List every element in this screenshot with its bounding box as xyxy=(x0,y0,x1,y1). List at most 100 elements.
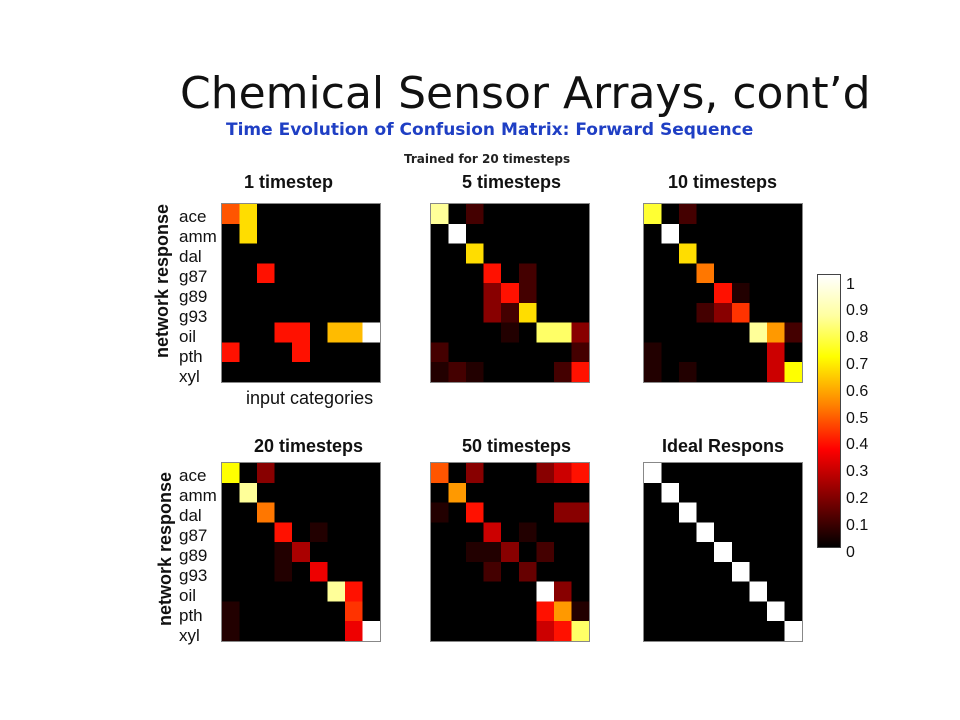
matrix-cell xyxy=(448,342,467,363)
matrix-cell xyxy=(644,283,662,304)
matrix-cell xyxy=(644,302,662,323)
matrix-cell xyxy=(766,342,785,363)
matrix-cell xyxy=(222,463,240,484)
matrix-cell xyxy=(483,463,502,484)
matrix-cell xyxy=(749,561,768,582)
matrix-cell xyxy=(661,204,680,225)
matrix-cell xyxy=(257,302,275,323)
matrix-cell xyxy=(501,243,520,264)
matrix-cell xyxy=(714,342,733,363)
matrix-cell xyxy=(309,243,328,264)
matrix-cell xyxy=(239,482,258,503)
matrix-cell xyxy=(292,522,311,543)
matrix-cell xyxy=(679,581,697,602)
confusion-matrix-1-timestep xyxy=(221,203,381,383)
matrix-cell xyxy=(309,621,328,641)
matrix-cell xyxy=(714,522,733,543)
matrix-cell xyxy=(501,621,520,641)
matrix-cell xyxy=(749,362,768,382)
matrix-cell xyxy=(274,621,293,641)
matrix-cell xyxy=(696,302,715,323)
matrix-cell xyxy=(501,601,520,622)
category-label-g87: g87 xyxy=(179,526,208,545)
matrix-cell xyxy=(483,621,502,641)
matrix-cell xyxy=(571,204,589,225)
matrix-cell xyxy=(257,561,275,582)
ylabel-bottom: network response xyxy=(155,471,175,626)
matrix-cell xyxy=(239,283,258,304)
matrix-cell xyxy=(483,243,502,264)
matrix-cell xyxy=(239,342,258,363)
matrix-cell xyxy=(292,561,311,582)
matrix-cell xyxy=(466,263,484,284)
matrix-cell xyxy=(344,463,363,484)
matrix-cell xyxy=(536,601,555,622)
matrix-cell xyxy=(518,522,537,543)
matrix-cell xyxy=(501,502,520,523)
matrix-cell xyxy=(501,482,520,503)
matrix-cell xyxy=(501,342,520,363)
matrix-cell xyxy=(661,302,680,323)
matrix-cell xyxy=(448,362,467,382)
matrix-cell xyxy=(749,522,768,543)
matrix-cell xyxy=(571,522,589,543)
matrix-cell xyxy=(448,502,467,523)
matrix-cell xyxy=(466,482,484,503)
matrix-cell xyxy=(696,204,715,225)
matrix-cell xyxy=(784,322,802,343)
matrix-cell xyxy=(327,542,346,563)
matrix-cell xyxy=(731,621,750,641)
matrix-cell xyxy=(466,561,484,582)
matrix-cell xyxy=(518,342,537,363)
colorbar-tick: 0.2 xyxy=(846,490,869,507)
matrix-cell xyxy=(553,581,572,602)
matrix-cell xyxy=(274,522,293,543)
matrix-cell xyxy=(766,463,785,484)
matrix-cell xyxy=(344,542,363,563)
matrix-cell xyxy=(431,362,449,382)
matrix-cell xyxy=(714,463,733,484)
matrix-cell xyxy=(536,502,555,523)
matrix-cell xyxy=(696,243,715,264)
matrix-cell xyxy=(553,522,572,543)
matrix-cell xyxy=(536,342,555,363)
matrix-cell xyxy=(661,542,680,563)
matrix-cell xyxy=(327,322,346,343)
matrix-cell xyxy=(749,322,768,343)
matrix-cell xyxy=(431,283,449,304)
matrix-cell xyxy=(466,502,484,523)
matrix-cell xyxy=(327,463,346,484)
matrix-cell xyxy=(239,263,258,284)
matrix-cell xyxy=(292,601,311,622)
matrix-cell xyxy=(257,463,275,484)
matrix-cell xyxy=(518,243,537,264)
matrix-cell xyxy=(292,322,311,343)
matrix-cell xyxy=(309,561,328,582)
confusion-matrix-20-timesteps xyxy=(221,462,381,642)
matrix-cell xyxy=(431,561,449,582)
matrix-cell xyxy=(292,362,311,382)
matrix-cell xyxy=(309,362,328,382)
matrix-cell xyxy=(448,302,467,323)
matrix-cell xyxy=(292,342,311,363)
matrix-cell xyxy=(239,542,258,563)
matrix-cell xyxy=(362,302,380,323)
panel-title-5: 50 timesteps xyxy=(462,436,572,456)
matrix-cell xyxy=(239,243,258,264)
matrix-cell xyxy=(571,621,589,641)
matrix-cell xyxy=(518,542,537,563)
matrix-cell xyxy=(696,601,715,622)
matrix-cell xyxy=(696,502,715,523)
matrix-cell xyxy=(784,621,802,641)
matrix-cell xyxy=(749,204,768,225)
matrix-cell xyxy=(679,322,697,343)
confusion-matrix-ideal xyxy=(643,462,803,642)
matrix-cell xyxy=(731,502,750,523)
matrix-cell xyxy=(344,342,363,363)
matrix-cell xyxy=(483,322,502,343)
matrix-cell xyxy=(714,302,733,323)
matrix-cell xyxy=(448,621,467,641)
matrix-cell xyxy=(644,482,662,503)
matrix-cell xyxy=(327,502,346,523)
colorbar-tick: 0 xyxy=(846,544,855,561)
